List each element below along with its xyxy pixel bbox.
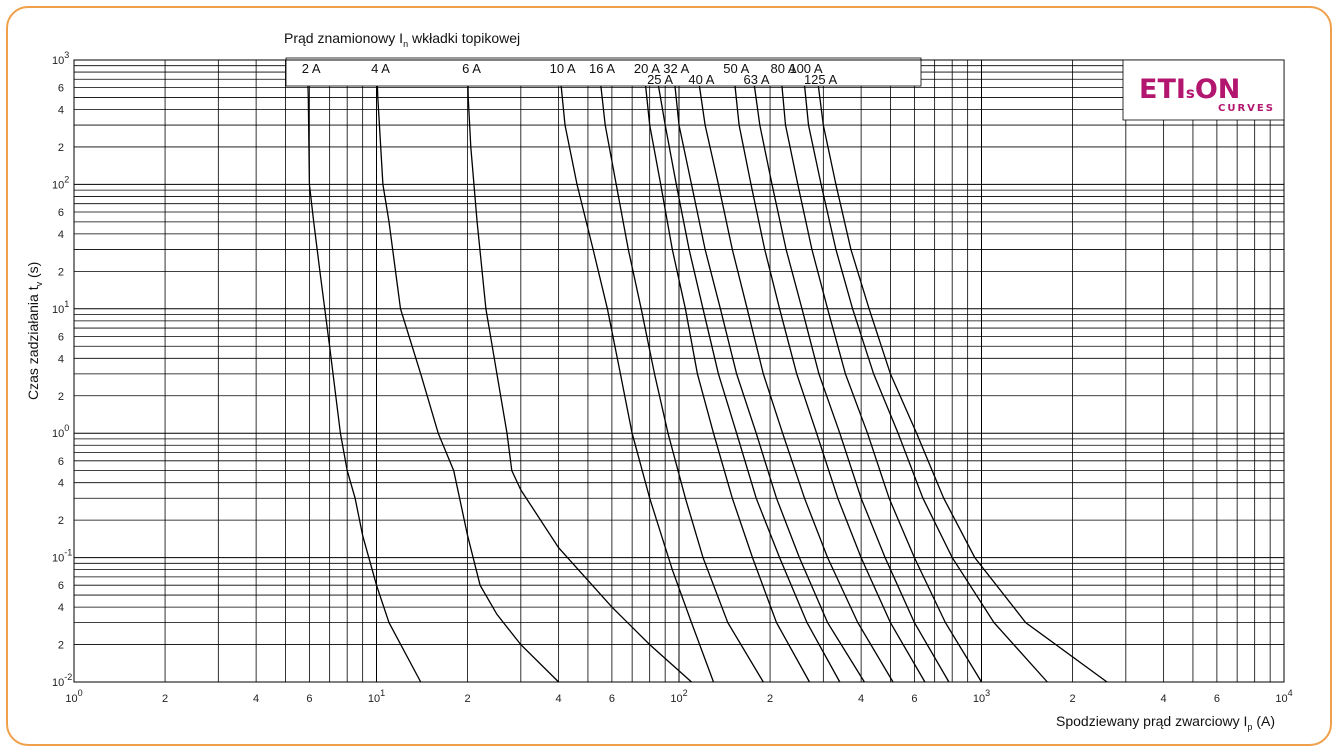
y-tick-labels: 10-2 2 4 6 10-1 2 4 6 100 2 4 6 101 2 4 6 102 2 4 6 103: [52, 50, 72, 689]
rating-label: 63 A: [744, 72, 770, 87]
fuse-curve-100a: [801, 59, 1048, 683]
y-tick-label: 4: [58, 602, 64, 614]
fuse-curve-63a: [751, 72, 950, 683]
x-tick-label: 4: [1161, 693, 1167, 705]
y-tick-label: 6: [58, 207, 64, 219]
y-tick-label: 4: [58, 229, 64, 241]
x-tick-label: 2: [767, 693, 773, 705]
y-tick-label: 2: [58, 640, 64, 652]
fuse-curve-2a: [306, 59, 422, 683]
x-tick-label: 101: [368, 688, 385, 705]
logo-text-eti: ETI: [1139, 74, 1186, 105]
y-tick-label: 6: [58, 456, 64, 468]
svg-text:ETIsON: ETIsON: [1139, 74, 1240, 105]
x-axis-label: Spodziewany prąd zwarciowy Ip (A): [1056, 713, 1275, 732]
fuse-curve-50a: [731, 59, 926, 683]
x-tick-label: 102: [670, 688, 687, 705]
y-tick-label: 101: [52, 299, 69, 316]
x-tick-label: 100: [65, 688, 82, 705]
rating-label: 100 A: [789, 61, 823, 76]
x-tick-label: 6: [911, 693, 917, 705]
y-tick-label: 10-1: [52, 548, 72, 565]
plot-area-border: [73, 59, 1285, 683]
rating-label: 80 A: [771, 61, 797, 76]
y-tick-label: 4: [58, 105, 64, 117]
y-tick-label: 6: [58, 331, 64, 343]
y-tick-label: 100: [52, 423, 69, 440]
fuse-curve-32a: [671, 59, 865, 683]
x-tick-label: 4: [253, 693, 259, 705]
x-tick-label: 2: [1069, 693, 1075, 705]
fuse-curve-20a: [642, 59, 811, 683]
rating-label: 6 A: [462, 61, 481, 76]
y-tick-label: 6: [58, 580, 64, 592]
y-tick-label: 4: [58, 353, 64, 365]
rating-label: 20 A: [634, 61, 660, 76]
rating-label: 25 A: [647, 72, 673, 87]
etison-logo: ETIsON CURVES: [1139, 74, 1275, 114]
x-tick-label: 6: [306, 693, 312, 705]
x-tick-label: 103: [973, 688, 990, 705]
x-tick-labels: 100 2 4 6 101 2 4 6 102 2 4 6 103 2 4 6 104: [65, 688, 1292, 705]
fuse-curve-16a: [597, 59, 764, 683]
rating-label: 2 A: [302, 61, 321, 76]
rating-label: 4 A: [371, 61, 390, 76]
y-tick-label: 10-2: [52, 672, 72, 689]
x-tick-label: 104: [1275, 688, 1292, 705]
rating-label: 16 A: [589, 61, 615, 76]
y-tick-label: 2: [58, 391, 64, 403]
fuse-curve-4a: [375, 59, 560, 683]
x-tick-label: 6: [609, 693, 615, 705]
logo-text-on: ON: [1195, 74, 1241, 105]
x-tick-label: 2: [162, 693, 168, 705]
fuse-curve-80a: [778, 59, 983, 683]
fuse-curve-40a: [696, 72, 894, 683]
fuse-curve-10a: [557, 59, 715, 683]
logo-subtitle: CURVES: [1218, 103, 1275, 114]
logo-box: [1122, 59, 1285, 121]
y-tick-label: 2: [58, 266, 64, 278]
x-tick-label: 4: [556, 693, 562, 705]
x-tick-label: 4: [858, 693, 864, 705]
x-tick-label: 2: [464, 693, 470, 705]
y-axis-label: Czas zadziałania tv (s): [25, 262, 44, 400]
y-tick-label: 2: [58, 515, 64, 527]
fuse-curve-25a: [655, 71, 841, 683]
fuse-curve-125a: [815, 72, 1108, 683]
x-tick-label: 6: [1214, 693, 1220, 705]
rating-label: 125 A: [804, 72, 838, 87]
chart-title: Prąd znamionowy In wkładki topikowej: [284, 30, 520, 49]
y-tick-label: 103: [52, 50, 69, 67]
rating-label: 32 A: [663, 61, 689, 76]
rating-label-box: [285, 57, 922, 87]
logo-text-s: s: [1186, 84, 1195, 102]
y-tick-label: 102: [52, 174, 69, 191]
y-tick-label: 4: [58, 478, 64, 490]
rating-label: 50 A: [723, 61, 749, 76]
rating-label: 40 A: [688, 72, 714, 87]
fuse-curves: [306, 59, 1108, 683]
rating-label: 10 A: [550, 61, 576, 76]
y-tick-label: 2: [58, 142, 64, 154]
fuse-curve-6a: [466, 59, 692, 683]
y-tick-label: 6: [58, 83, 64, 95]
